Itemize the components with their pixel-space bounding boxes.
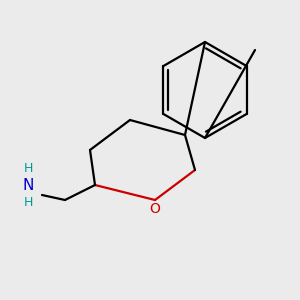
Text: H: H [23,161,33,175]
Text: N: N [22,178,34,193]
Text: O: O [150,202,160,216]
Text: H: H [23,196,33,209]
